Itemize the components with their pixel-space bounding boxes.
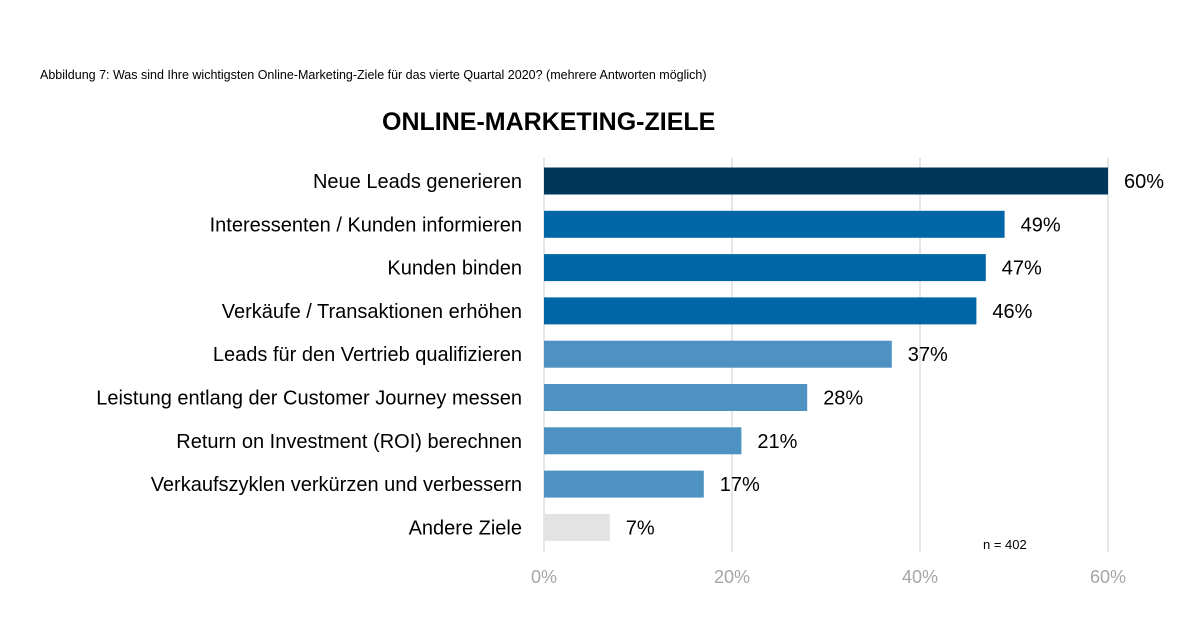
category-labels: Neue Leads generieren Interessenten / Kun… <box>96 171 522 539</box>
bar <box>544 167 1108 195</box>
tick-label: 60% <box>1090 567 1126 587</box>
data-label: 46% <box>992 301 1032 323</box>
data-label: 60% <box>1124 171 1164 193</box>
data-label: 37% <box>908 344 948 366</box>
chart-title: ONLINE-MARKETING-ZIELE <box>382 108 716 136</box>
bar <box>544 254 986 282</box>
figure-caption: Abbildung 7: Was sind Ihre wichtigsten O… <box>40 68 707 82</box>
tick-label: 20% <box>714 567 750 587</box>
category-label: Interessenten / Kunden informieren <box>210 214 522 236</box>
category-label: Verkaufszyklen verkürzen und verbessern <box>151 474 522 496</box>
bar <box>544 513 610 541</box>
category-label: Leistung entlang der Customer Journey me… <box>96 388 522 410</box>
category-label: Verkäufe / Transaktionen erhöhen <box>222 301 522 323</box>
data-label: 28% <box>823 388 863 410</box>
sample-size-note: n = 402 <box>983 537 1027 552</box>
bar <box>544 427 742 455</box>
data-label: 17% <box>720 474 760 496</box>
category-label: Leads für den Vertrieb qualifizieren <box>213 344 522 366</box>
tick-label: 0% <box>531 567 557 587</box>
tick-label: 40% <box>902 567 938 587</box>
category-label: Kunden binden <box>387 258 522 280</box>
data-label: 47% <box>1002 258 1042 280</box>
bar <box>544 297 977 325</box>
category-label: Andere Ziele <box>409 517 522 539</box>
bar <box>544 210 1005 238</box>
category-label: Return on Investment (ROI) berechnen <box>176 431 522 453</box>
data-label: 49% <box>1021 214 1061 236</box>
data-label: 21% <box>757 431 797 453</box>
value-labels: 60% 49% 47% 46% 37% 28% 21% 17% 7% <box>626 171 1164 539</box>
bar <box>544 384 808 411</box>
bars <box>544 167 1108 541</box>
category-label: Neue Leads generieren <box>313 171 522 193</box>
data-label: 7% <box>626 517 655 539</box>
bar <box>544 340 892 368</box>
x-axis-tick-labels: 0% 20% 40% 60% <box>531 567 1126 587</box>
bar <box>544 470 704 498</box>
